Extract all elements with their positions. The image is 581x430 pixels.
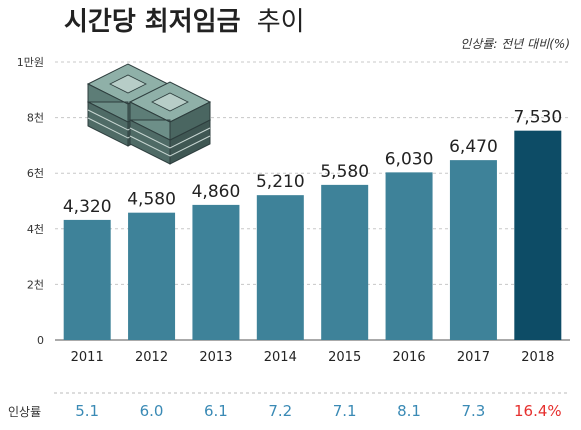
- x-tick-label-2014: 2014: [264, 350, 297, 365]
- value-label-2011: 4,320: [63, 197, 112, 217]
- y-tick-label: 2천: [27, 277, 44, 291]
- x-tick-label-2012: 2012: [135, 350, 168, 365]
- rate-2017: 7.3: [462, 402, 486, 420]
- x-tick-label-2017: 2017: [457, 350, 490, 365]
- bars: [63, 130, 562, 340]
- rate-note: 인상률: 전년 대비(%): [460, 37, 570, 51]
- y-tick-label: 1만원: [17, 56, 44, 69]
- chart-title-main: 시간당 최저임금: [64, 7, 241, 37]
- y-axis: 0 2천 4천 6천 8천 1만원: [17, 56, 44, 347]
- rate-row: 5.1 6.0 6.1 7.2 7.1 8.1 7.3 16.4%: [75, 402, 561, 420]
- rate-2014: 7.2: [268, 402, 292, 420]
- chart-title: 시간당 최저임금 추이: [64, 7, 305, 37]
- bar-2018: [514, 130, 562, 340]
- value-label-2016: 6,030: [385, 149, 434, 169]
- rate-2015: 7.1: [333, 402, 357, 420]
- value-labels: 4,320 4,580 4,860 5,210 5,580 6,030 6,470 7,530: [63, 108, 562, 217]
- chart-title-sub: 추이: [257, 7, 305, 37]
- bar-2016: [385, 172, 433, 340]
- rate-2016: 8.1: [397, 402, 421, 420]
- money-stack-icon: [86, 63, 212, 165]
- bar-2017: [449, 160, 497, 340]
- value-label-2012: 4,580: [127, 190, 176, 210]
- rate-2018: 16.4%: [514, 402, 562, 420]
- x-axis: 2011 2012 2013 2014 2015 2016 2017 2018: [71, 350, 555, 365]
- x-tick-label-2018: 2018: [521, 350, 554, 365]
- y-tick-label: 6천: [27, 166, 44, 180]
- value-label-2018: 7,530: [513, 108, 562, 128]
- bar-2014: [256, 195, 304, 340]
- rate-2012: 6.0: [140, 402, 164, 420]
- x-tick-label-2016: 2016: [393, 350, 426, 365]
- x-tick-label-2015: 2015: [328, 350, 361, 365]
- value-label-2013: 4,860: [192, 182, 241, 202]
- y-tick-label: 8천: [27, 111, 44, 125]
- rate-2011: 5.1: [75, 402, 99, 420]
- bar-2015: [321, 184, 369, 340]
- rate-2013: 6.1: [204, 402, 228, 420]
- bar-2013: [192, 204, 240, 340]
- rate-row-label: 인상률: [8, 405, 41, 419]
- bar-2012: [128, 212, 176, 340]
- y-tick-label: 4천: [27, 222, 44, 236]
- x-tick-label-2011: 2011: [71, 350, 104, 365]
- bar-2011: [63, 219, 111, 340]
- value-label-2017: 6,470: [449, 137, 498, 157]
- x-tick-label-2013: 2013: [199, 350, 232, 365]
- y-tick-label: 0: [37, 334, 44, 347]
- value-label-2015: 5,580: [320, 162, 369, 182]
- value-label-2014: 5,210: [256, 172, 305, 192]
